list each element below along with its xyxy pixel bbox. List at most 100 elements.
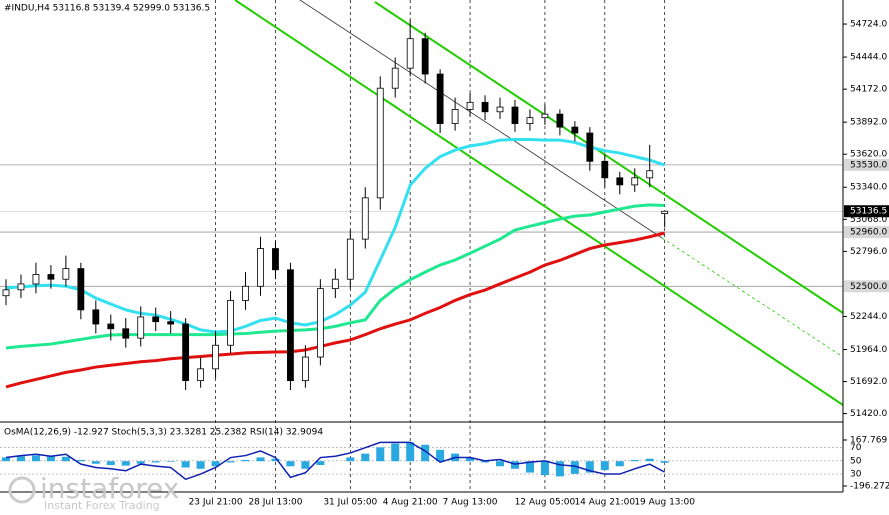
candle-body xyxy=(361,197,369,240)
watermark-tagline: Instant Forex Trading xyxy=(44,499,160,512)
y2-tick-label: 50 xyxy=(850,456,862,466)
candle-body xyxy=(571,126,579,134)
osma-bar xyxy=(256,457,265,462)
osma-bar xyxy=(376,447,385,462)
trend-line xyxy=(661,237,844,358)
osma-bar xyxy=(76,459,85,462)
osma-bar xyxy=(436,449,445,462)
osma-bar xyxy=(166,461,175,462)
candle-body xyxy=(32,274,40,285)
candle-body xyxy=(451,109,459,124)
candle-body xyxy=(631,177,639,186)
candle-body xyxy=(346,238,354,280)
level-label: 52500.0 xyxy=(850,282,887,292)
osma-bar xyxy=(630,459,639,462)
osma-bar xyxy=(301,461,310,469)
osma-bar xyxy=(226,461,235,463)
y-tick-label: 53340.0 xyxy=(850,183,887,193)
osma-bar xyxy=(660,461,669,463)
x-tick-label: 7 Aug 13:00 xyxy=(443,498,498,508)
osma-bar xyxy=(421,444,430,462)
osma-bar xyxy=(406,442,415,462)
candle-body xyxy=(661,210,669,214)
osma-bar xyxy=(316,461,325,465)
osma-bar xyxy=(600,461,609,471)
candle-body xyxy=(481,101,489,113)
osma-bar xyxy=(61,456,70,462)
candle-body xyxy=(47,274,55,280)
candle-body xyxy=(526,117,534,124)
moving-average xyxy=(5,203,665,350)
level-label-bg xyxy=(844,280,889,293)
y2-tick-label: 70 xyxy=(850,443,862,453)
osma-bar xyxy=(271,458,280,462)
osma-bar xyxy=(510,461,519,469)
candle-body xyxy=(601,160,609,179)
last-price-bg xyxy=(844,205,889,218)
osma-bar xyxy=(136,461,145,464)
plot-area xyxy=(0,0,843,492)
y-tick-label: 54172.0 xyxy=(850,85,887,95)
candle-body xyxy=(421,38,429,75)
osma-bar xyxy=(466,457,475,462)
candle-body xyxy=(17,283,25,291)
level-label-bg xyxy=(844,158,889,171)
candle-body xyxy=(316,288,324,358)
candle-body xyxy=(287,269,294,382)
x-tick-label: 4 Aug 21:00 xyxy=(383,498,438,508)
osma-bar xyxy=(361,453,370,462)
candle-body xyxy=(257,248,264,287)
osma-bar xyxy=(346,457,355,462)
candle-body xyxy=(152,316,160,323)
indicator-title: OsMA(12,26,9) -12.927 Stoch(5,3,3) 23.32… xyxy=(4,428,323,438)
overlay xyxy=(2,19,669,391)
candle-body xyxy=(242,285,249,301)
candle-body xyxy=(77,268,85,311)
candle-body xyxy=(107,323,115,330)
channel-line xyxy=(234,0,844,406)
x-tick-label: 23 Jul 21:00 xyxy=(189,498,243,508)
level-label: 52960.0 xyxy=(850,228,887,238)
osma-bar xyxy=(211,461,220,467)
trend-line xyxy=(299,0,663,239)
level-label: 53530.0 xyxy=(850,160,887,170)
candle-body xyxy=(466,101,474,110)
candle-body xyxy=(227,300,234,346)
candle-body xyxy=(331,278,339,290)
osma-bar xyxy=(615,461,624,467)
candle-body xyxy=(646,170,654,179)
osma-bar xyxy=(2,457,10,462)
chart-title: #INDU,H4 53116.8 53139.4 52999.0 53136.5 xyxy=(4,4,210,14)
candle-body xyxy=(92,309,100,325)
osma-bar xyxy=(16,456,25,462)
y-tick-label: 52244.0 xyxy=(850,312,887,322)
x-tick-label: 19 Aug 13:00 xyxy=(634,498,695,508)
osma-bar xyxy=(181,461,190,468)
y-tick-label: 51420.0 xyxy=(850,409,887,419)
osma-bar xyxy=(645,458,654,462)
candle-body xyxy=(197,368,205,382)
y-tick-label: 51964.0 xyxy=(850,345,887,355)
osma-bar xyxy=(585,461,594,473)
osma-bar xyxy=(241,459,250,462)
watermark-logo xyxy=(8,476,36,504)
candle-body xyxy=(137,316,145,339)
level-label-bg xyxy=(844,226,889,239)
candle-body xyxy=(616,177,624,186)
osma-bar xyxy=(196,461,205,469)
y-tick-label: 54724.0 xyxy=(850,20,887,30)
osma-bar xyxy=(121,461,130,466)
y-tick-label: -196.272 xyxy=(850,482,889,492)
candle-body xyxy=(301,356,309,382)
candle-body xyxy=(406,38,414,69)
candle-body xyxy=(586,132,594,162)
x-tick-label: 28 Jul 13:00 xyxy=(248,498,302,508)
moving-average xyxy=(5,137,666,334)
osma-bar xyxy=(91,461,100,464)
y2-tick-label: 30 xyxy=(850,470,862,480)
moving-average xyxy=(5,231,666,389)
x-tick-label: 14 Aug 21:00 xyxy=(574,498,635,508)
osma-bar xyxy=(540,461,549,476)
